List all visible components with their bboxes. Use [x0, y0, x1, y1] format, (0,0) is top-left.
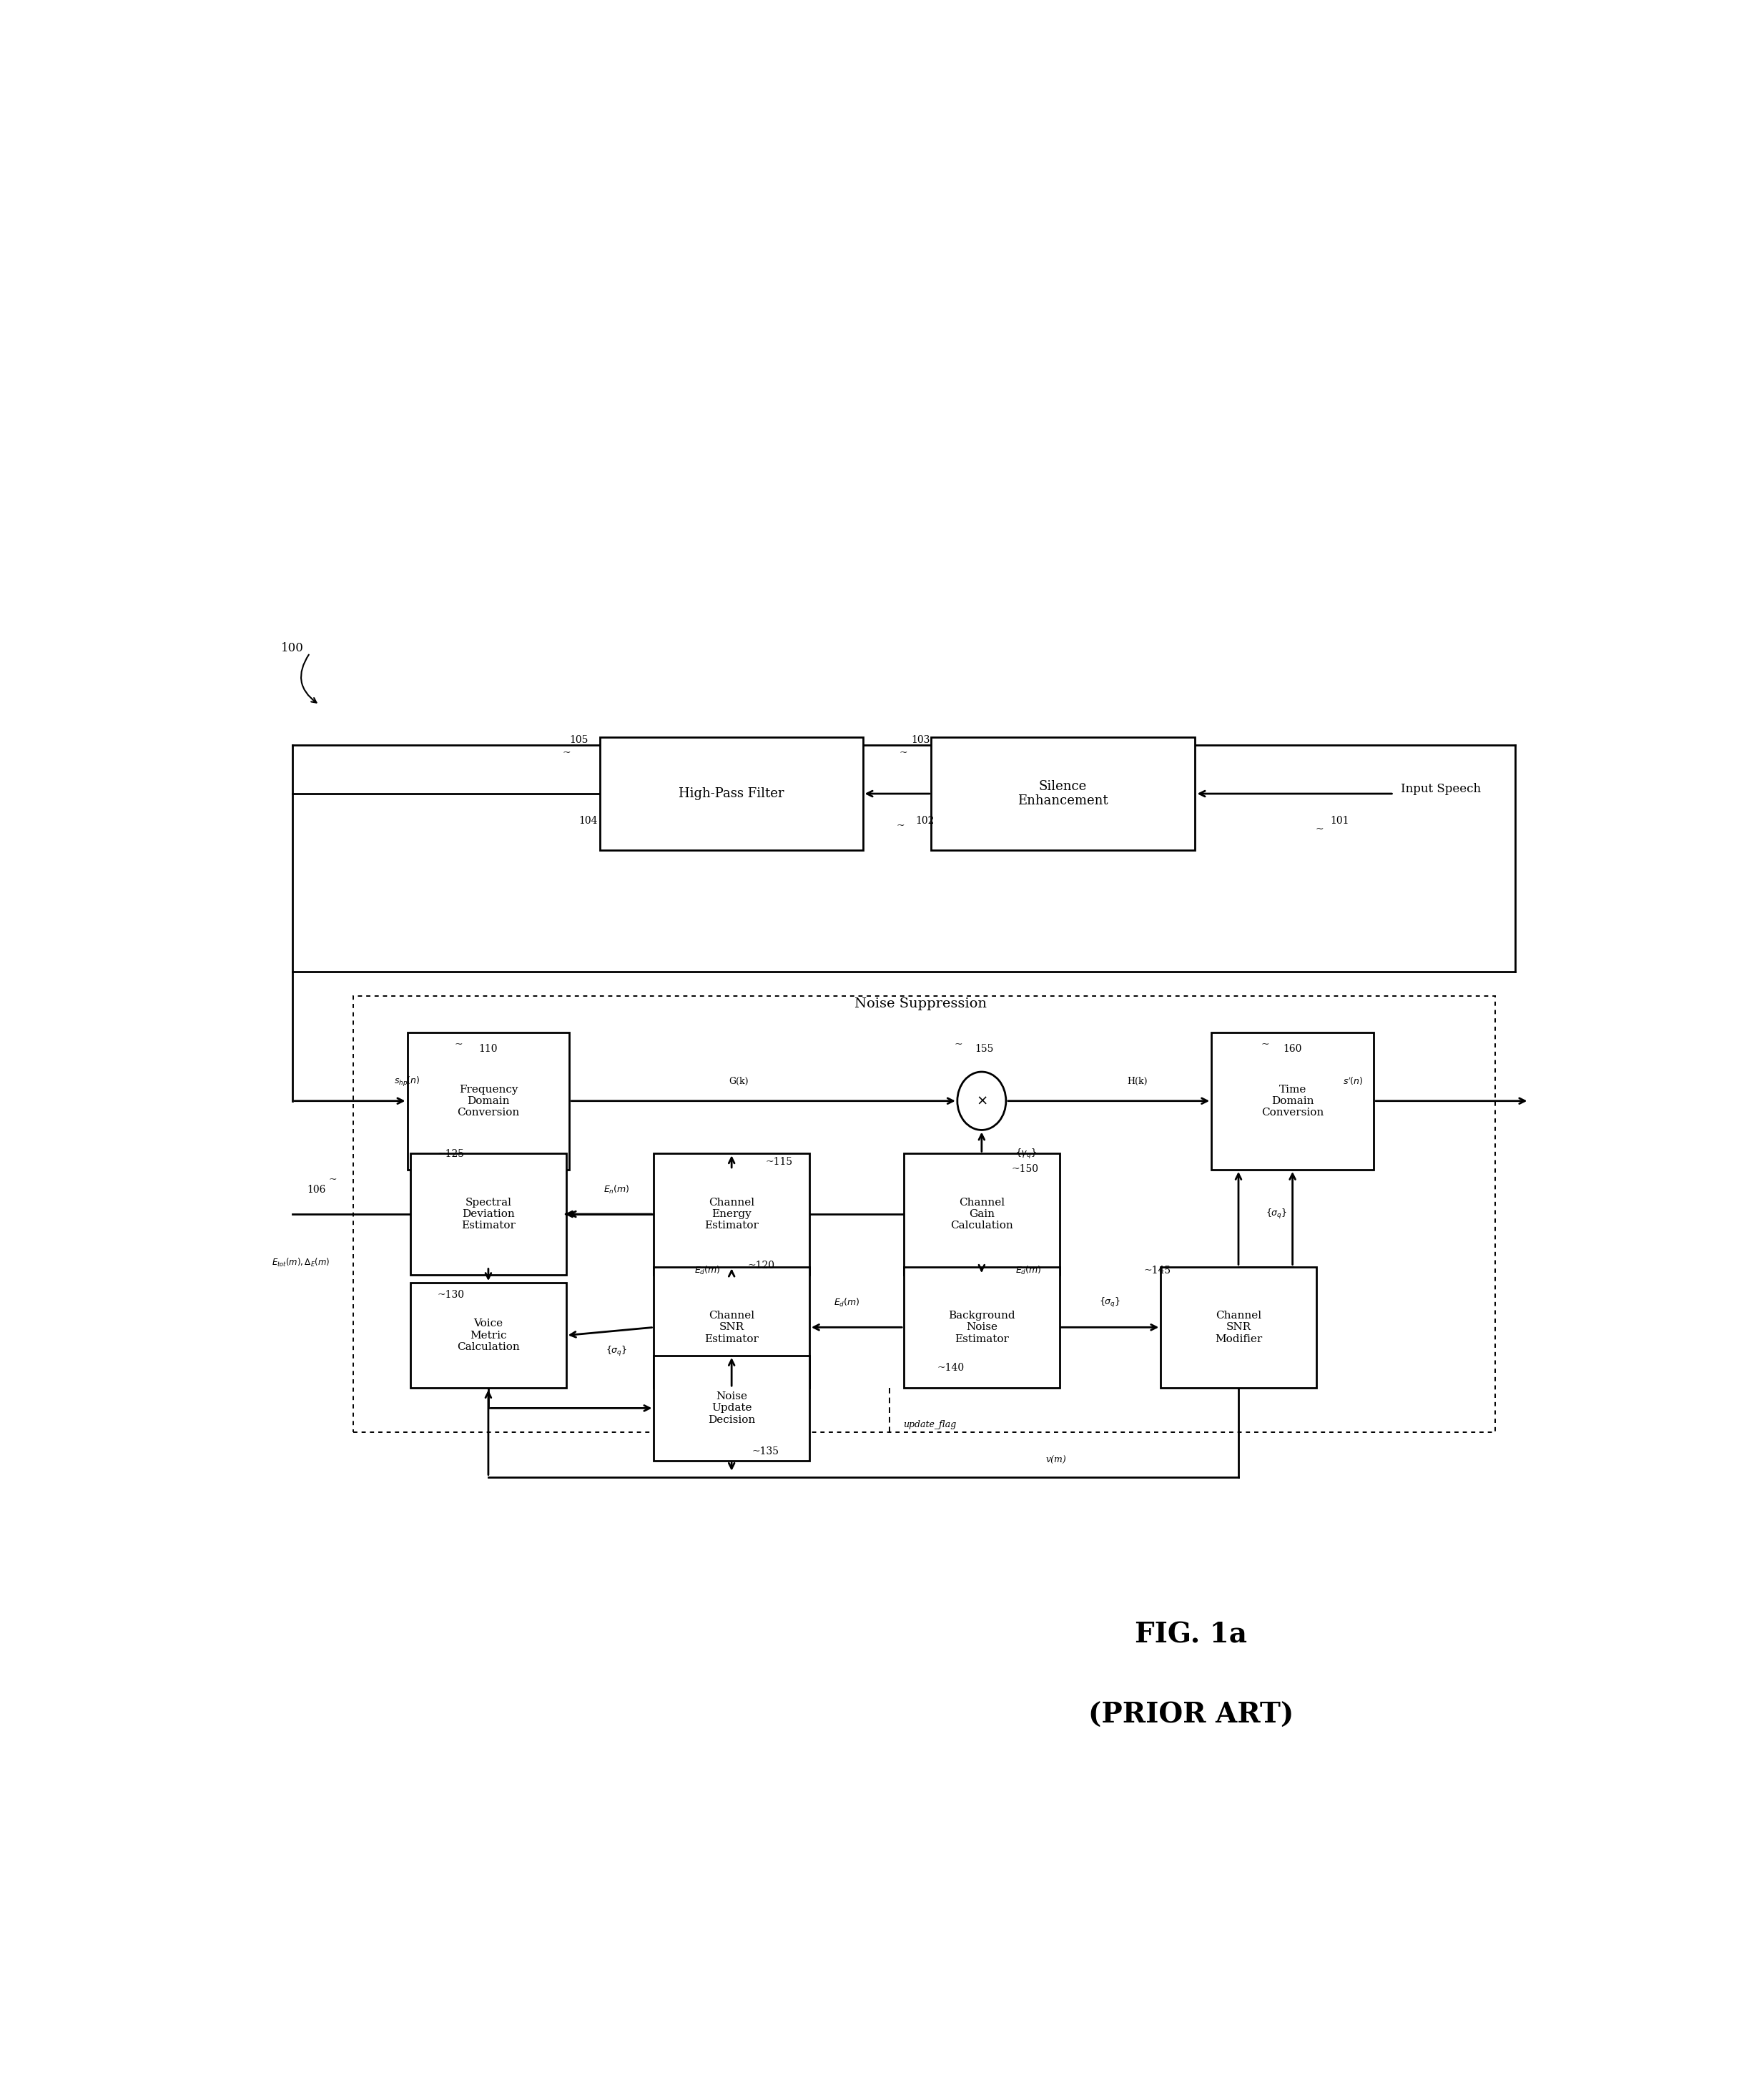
Text: ~145: ~145	[1144, 1266, 1170, 1275]
Bar	[654, 1153, 809, 1275]
Text: ~: ~	[896, 821, 905, 832]
Text: $E_n(m)$: $E_n(m)$	[603, 1184, 630, 1195]
Bar	[406, 1033, 569, 1170]
Text: ~: ~	[900, 748, 907, 758]
Text: ~120: ~120	[748, 1260, 774, 1270]
Text: G(k): G(k)	[729, 1077, 748, 1086]
Text: Silence
Enhancement: Silence Enhancement	[1017, 779, 1107, 808]
Text: 101: 101	[1331, 817, 1350, 825]
Text: $\times$: $\times$	[977, 1094, 987, 1107]
Text: $s_{hp}(n)$: $s_{hp}(n)$	[394, 1075, 420, 1088]
Text: update_flag: update_flag	[903, 1420, 956, 1428]
Text: ~: ~	[563, 748, 570, 758]
Bar	[903, 1153, 1059, 1275]
Text: $E_d(m)$: $E_d(m)$	[694, 1264, 720, 1277]
Text: ~135: ~135	[752, 1447, 780, 1457]
Text: (PRIOR ART): (PRIOR ART)	[1088, 1701, 1294, 1728]
Bar	[931, 737, 1195, 850]
Text: Input Speech: Input Speech	[1400, 783, 1481, 796]
Text: Time
Domain
Conversion: Time Domain Conversion	[1261, 1084, 1324, 1117]
Text: 105: 105	[570, 735, 588, 746]
Text: 110: 110	[480, 1044, 497, 1054]
Bar	[352, 995, 1495, 1432]
Bar	[410, 1153, 567, 1275]
Text: ~: ~	[330, 1176, 337, 1184]
Text: Frequency
Domain
Conversion: Frequency Domain Conversion	[457, 1084, 520, 1117]
Text: $\{\sigma_q\}$: $\{\sigma_q\}$	[1099, 1296, 1121, 1310]
Text: 106: 106	[307, 1184, 326, 1195]
Text: Channel
SNR
Estimator: Channel SNR Estimator	[705, 1310, 759, 1344]
Text: Voice
Metric
Calculation: Voice Metric Calculation	[457, 1319, 520, 1352]
Text: Noise
Update
Decision: Noise Update Decision	[708, 1392, 755, 1424]
Text: 103: 103	[912, 735, 930, 746]
Text: ~140: ~140	[937, 1363, 964, 1373]
Circle shape	[957, 1071, 1006, 1130]
Text: Channel
Gain
Calculation: Channel Gain Calculation	[950, 1197, 1013, 1231]
Text: ~130: ~130	[438, 1289, 464, 1300]
Text: FIG. 1a: FIG. 1a	[1135, 1621, 1247, 1648]
Text: 102: 102	[916, 817, 935, 825]
Bar	[1162, 1266, 1317, 1388]
Text: Background
Noise
Estimator: Background Noise Estimator	[949, 1310, 1015, 1344]
Text: Channel
SNR
Modifier: Channel SNR Modifier	[1216, 1310, 1263, 1344]
Text: $s'(n)$: $s'(n)$	[1343, 1075, 1364, 1088]
Text: ~150: ~150	[1012, 1163, 1039, 1174]
Text: Noise Suppression: Noise Suppression	[855, 998, 987, 1010]
Bar	[654, 1357, 809, 1462]
Bar	[1212, 1033, 1374, 1170]
Text: H(k): H(k)	[1127, 1077, 1148, 1086]
Bar	[600, 737, 863, 850]
Text: $E_d(m)$: $E_d(m)$	[834, 1298, 860, 1308]
Text: Channel
Energy
Estimator: Channel Energy Estimator	[705, 1197, 759, 1231]
Text: ~125: ~125	[438, 1149, 464, 1159]
Text: $\{\sigma_q\}$: $\{\sigma_q\}$	[605, 1346, 628, 1359]
Text: ~: ~	[1315, 825, 1324, 834]
Text: 100: 100	[281, 643, 303, 655]
Text: ~115: ~115	[766, 1157, 794, 1168]
Text: ~: ~	[954, 1040, 963, 1050]
Text: High-Pass Filter: High-Pass Filter	[678, 788, 785, 800]
Bar	[654, 1266, 809, 1388]
Text: 160: 160	[1284, 1044, 1303, 1054]
Text: ~: ~	[1261, 1040, 1270, 1050]
Text: v(m): v(m)	[1046, 1455, 1066, 1466]
Text: Spectral
Deviation
Estimator: Spectral Deviation Estimator	[460, 1197, 516, 1231]
Text: 155: 155	[975, 1044, 994, 1054]
Text: ~: ~	[455, 1040, 462, 1050]
Text: $E_{tot}(m), \Delta_E(m)$: $E_{tot}(m), \Delta_E(m)$	[272, 1258, 330, 1268]
Text: $\{\gamma_q\}$: $\{\gamma_q\}$	[1015, 1149, 1036, 1161]
Bar	[903, 1266, 1059, 1388]
Bar	[410, 1283, 567, 1388]
Text: $E_d(m)$: $E_d(m)$	[1015, 1264, 1041, 1277]
Text: $\{\sigma_q\}$: $\{\sigma_q\}$	[1266, 1207, 1287, 1220]
Text: 104: 104	[579, 817, 598, 825]
